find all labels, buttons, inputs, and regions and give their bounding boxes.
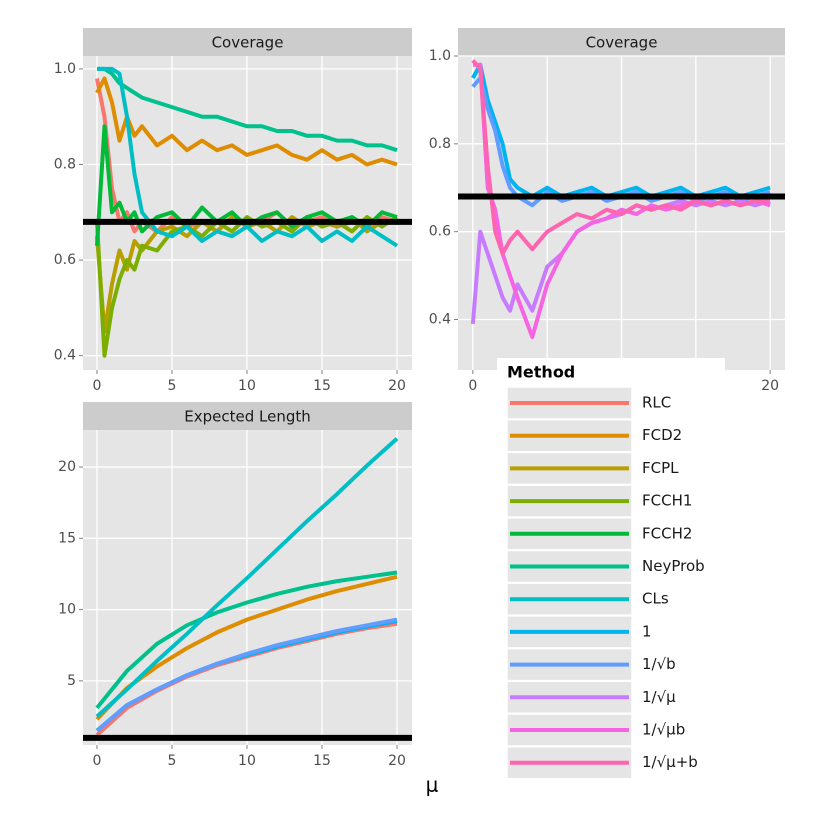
legend-label: FCCH2 (642, 524, 692, 542)
series-line (471, 62, 771, 199)
series-line (97, 66, 398, 153)
x-tick-label: 5 (168, 753, 177, 769)
y-tick-label: 5 (67, 673, 76, 689)
x-tick-label: 10 (238, 378, 256, 394)
legend-label: FCCH1 (642, 492, 692, 510)
legend-label: CLs (642, 590, 669, 608)
series-line (95, 437, 399, 718)
y-tick-label: 20 (58, 459, 76, 475)
legend-title: Method (507, 363, 575, 382)
y-tick-label: 0.4 (429, 311, 451, 327)
x-tick-label: 0 (92, 378, 101, 394)
legend-label: 1 (642, 622, 652, 640)
strip-title: Coverage (586, 34, 658, 52)
x-tick-label: 15 (313, 753, 331, 769)
legend-label: 1/√μ (642, 688, 676, 706)
series-line (95, 574, 398, 721)
y-tick-label: 0.4 (54, 348, 76, 364)
y-tick-label: 0.8 (429, 136, 451, 152)
x-tick-label: 15 (313, 378, 331, 394)
y-tick-label: 0.8 (54, 156, 76, 172)
strip-title: Expected Length (184, 408, 311, 426)
x-axis-label: μ (426, 773, 439, 797)
legend-label: NeyProb (642, 557, 705, 575)
legend-label: RLC (642, 394, 671, 412)
strip-background (83, 402, 412, 430)
series-line (471, 59, 771, 256)
x-tick-label: 20 (388, 378, 406, 394)
legend-label: 1/√μb (642, 721, 685, 739)
legend-label: 1/√b (642, 655, 676, 673)
y-tick-label: 1.0 (54, 61, 76, 77)
legend-label: FCPL (642, 459, 679, 477)
y-tick-label: 0.6 (429, 224, 451, 240)
x-tick-label: 0 (468, 378, 477, 394)
y-tick-label: 15 (58, 530, 76, 546)
y-tick-label: 10 (58, 602, 76, 618)
y-tick-label: 0.6 (54, 252, 76, 268)
series-line (97, 66, 399, 248)
strip-title: Coverage (212, 34, 284, 52)
x-tick-label: 5 (168, 378, 177, 394)
x-tick-label: 20 (761, 378, 779, 394)
series-line (95, 617, 398, 733)
strip-background (83, 28, 412, 56)
x-tick-label: 10 (238, 753, 256, 769)
x-tick-label: 0 (92, 753, 101, 769)
legend-label: 1/√μ+b (642, 753, 698, 771)
legend-label: FCD2 (642, 426, 682, 444)
x-tick-label: 20 (388, 753, 406, 769)
strip-background (458, 28, 785, 56)
y-tick-label: 1.0 (429, 48, 451, 64)
series-line (95, 570, 398, 710)
